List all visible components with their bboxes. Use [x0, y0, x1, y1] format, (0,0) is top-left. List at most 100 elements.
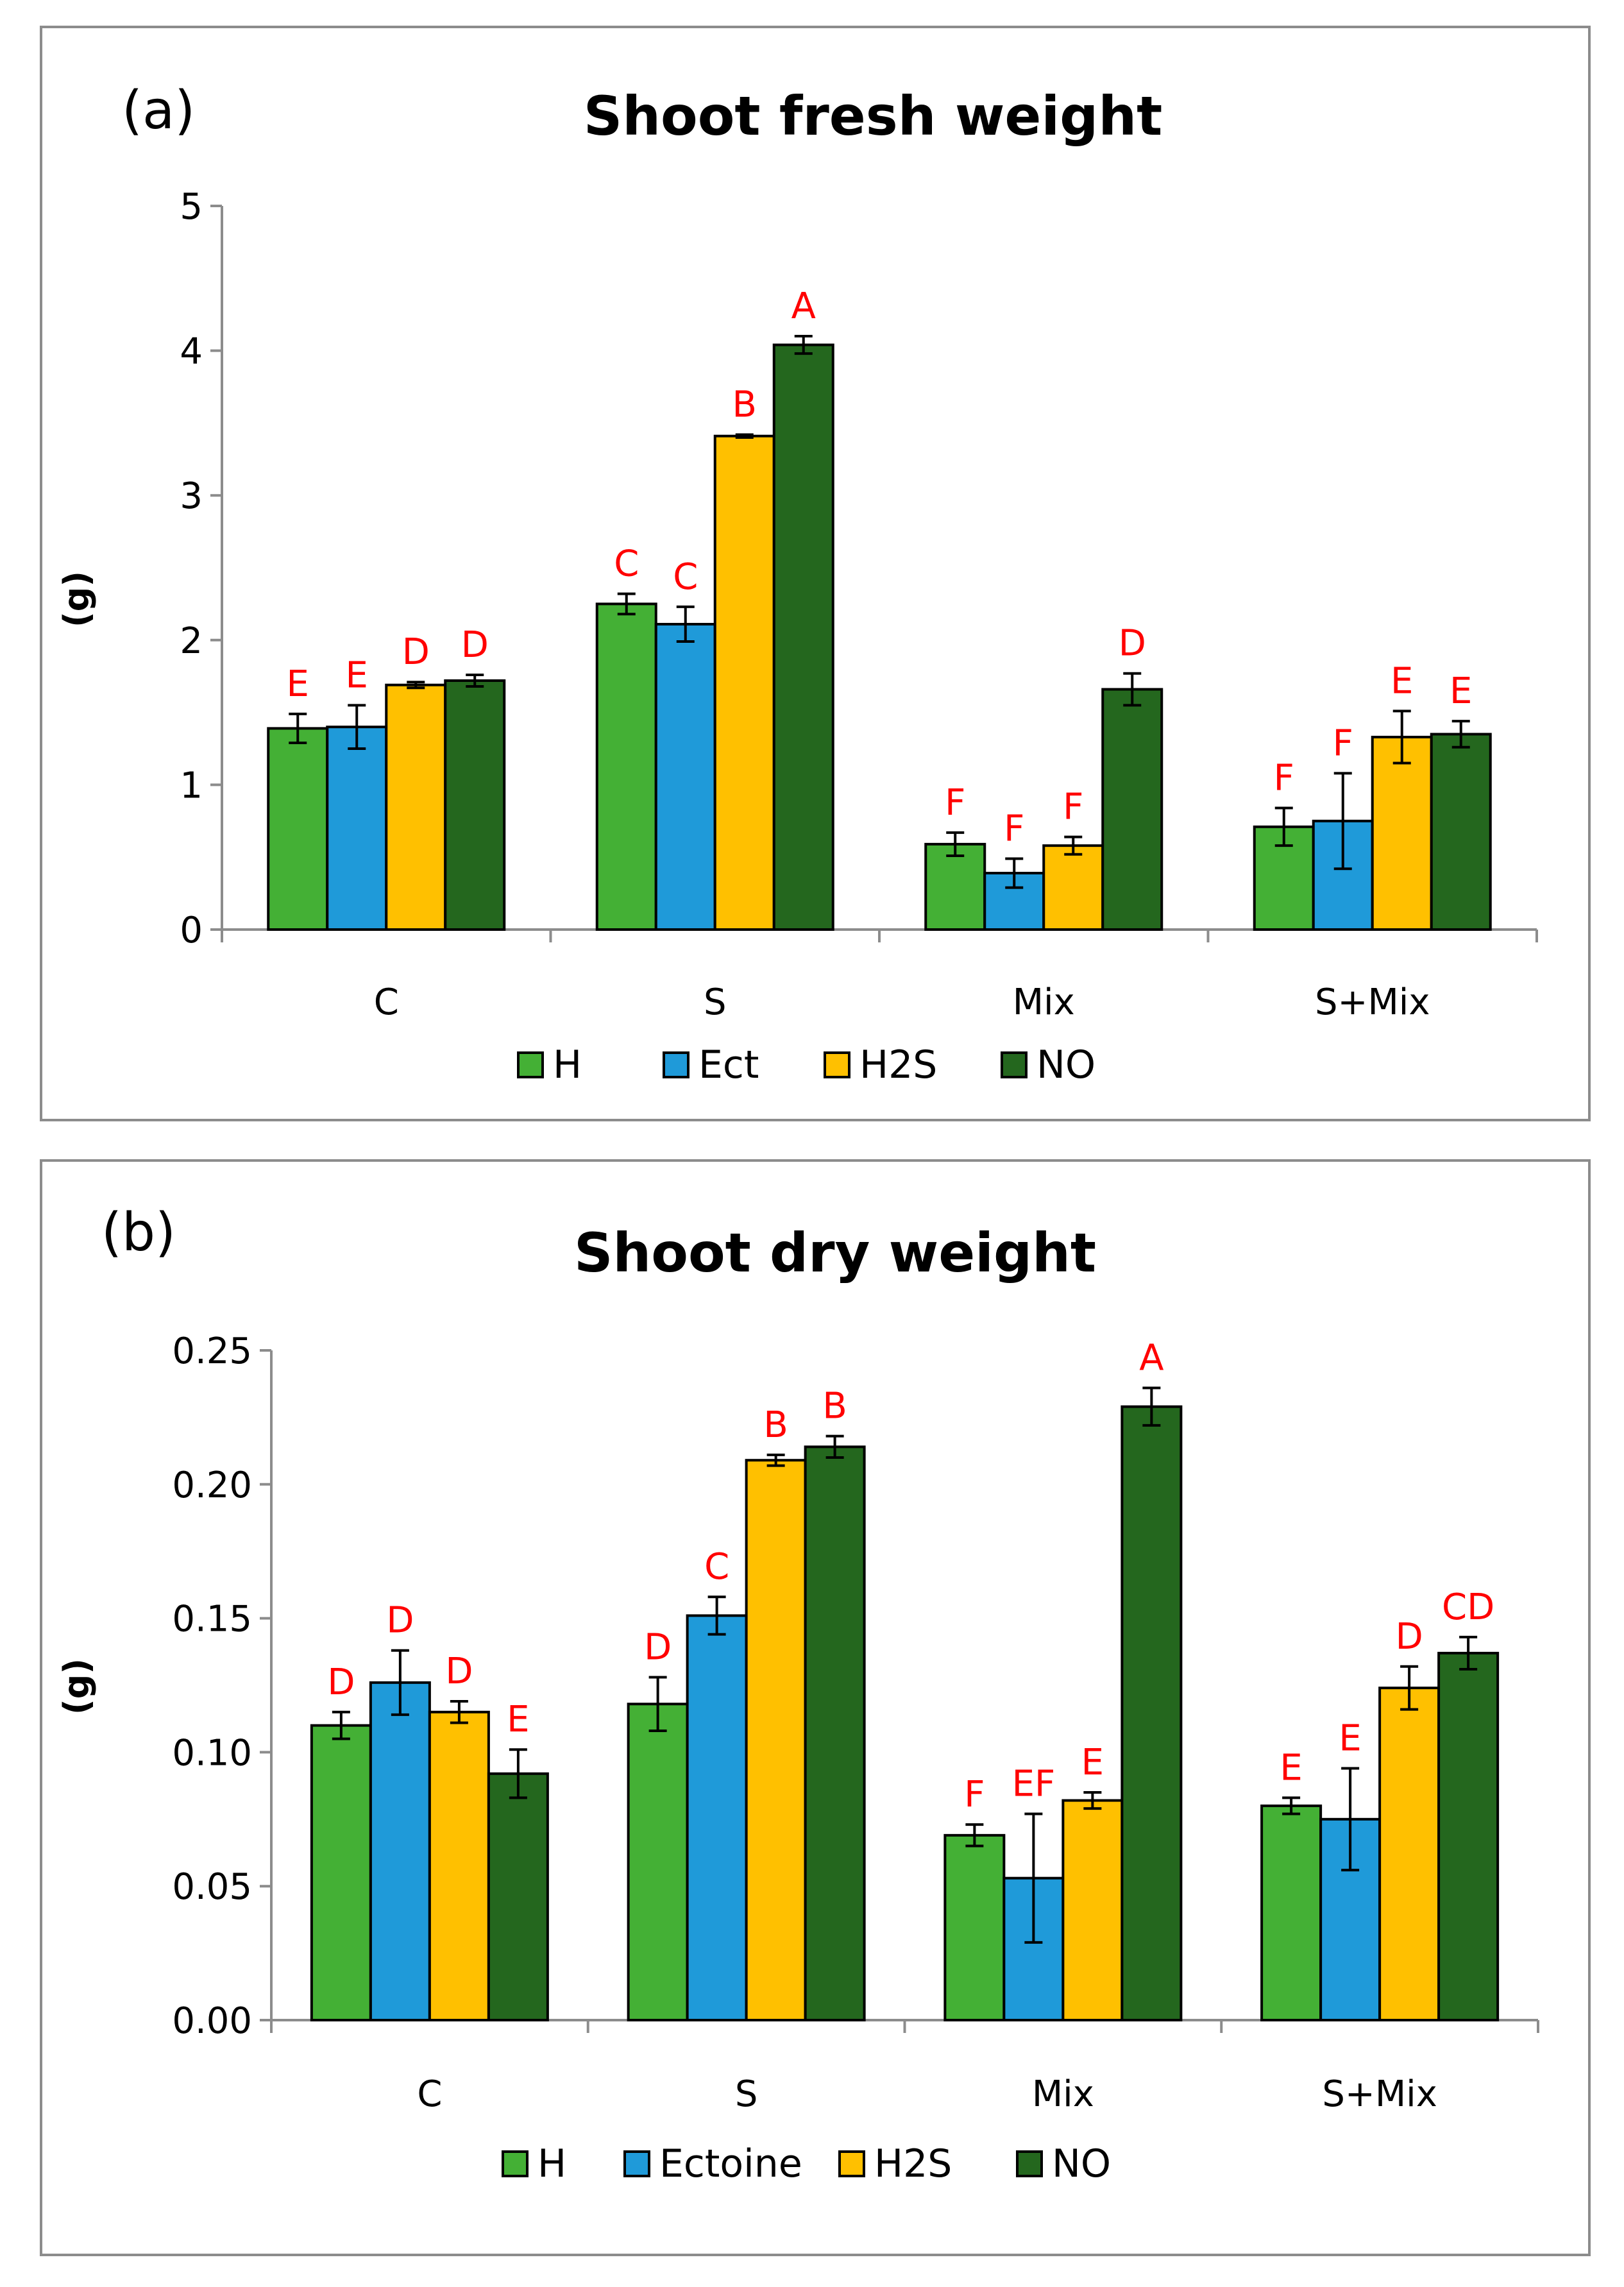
bar	[1062, 1799, 1124, 2021]
y-tick-label: 0.10	[172, 1732, 252, 1774]
significance-letter: F	[1333, 722, 1353, 764]
bar	[943, 1833, 1006, 2021]
legend-label: NO	[1052, 2141, 1111, 2186]
legend-label: H2S	[859, 1042, 937, 1087]
significance-letter: E	[1280, 1747, 1302, 1789]
y-tick-label: 0.05	[172, 1866, 252, 1908]
significance-letter: D	[386, 1600, 414, 1642]
legend-swatch	[663, 1051, 689, 1078]
x-tick-label: Mix	[1013, 982, 1075, 1023]
legend-swatch	[838, 2150, 865, 2177]
significance-letter: E	[346, 654, 368, 696]
significance-letter: B	[822, 1386, 847, 1427]
y-tick-label: 5	[180, 186, 203, 228]
significance-letter: CD	[1442, 1586, 1494, 1628]
significance-letter: B	[732, 384, 757, 425]
bar	[1101, 688, 1163, 931]
significance-letter: D	[644, 1626, 672, 1668]
significance-letter: D	[327, 1662, 355, 1703]
bar	[654, 622, 716, 931]
legend-label: NO	[1036, 1042, 1095, 1087]
significance-letter: E	[1450, 670, 1472, 712]
significance-letter: D	[1396, 1616, 1423, 1658]
y-tick-label: 0.15	[172, 1599, 252, 1640]
bar	[745, 1459, 807, 2021]
significance-letter: F	[1274, 757, 1294, 799]
bar	[1378, 1687, 1441, 2021]
significance-letter: F	[1004, 808, 1024, 849]
significance-letter: D	[1119, 623, 1146, 665]
significance-letter: B	[763, 1404, 788, 1446]
significance-letter: D	[445, 1651, 473, 1692]
significance-letter: E	[287, 663, 309, 705]
legend-label: Ectoine	[659, 2141, 802, 2186]
x-tick-label: S	[704, 982, 727, 1023]
bar	[444, 679, 506, 931]
y-axis-label: (g)	[56, 571, 97, 627]
bar	[369, 1681, 431, 2021]
legend-label: H	[537, 2141, 566, 2186]
significance-letter: E	[1391, 660, 1413, 702]
bar	[772, 343, 834, 931]
significance-letter: C	[673, 556, 698, 598]
bar	[326, 726, 388, 931]
y-tick-label: 1	[180, 765, 203, 806]
significance-letter: A	[791, 285, 816, 327]
legend-label: H	[553, 1042, 582, 1087]
legend-swatch	[502, 2150, 529, 2177]
legend-label: H2S	[874, 2141, 952, 2186]
bar	[1437, 1651, 1500, 2021]
bar	[595, 602, 657, 931]
legend-swatch	[824, 1051, 850, 1078]
y-axis-label: (g)	[56, 1658, 97, 1715]
y-tick-label: 0	[180, 910, 203, 951]
bar	[1260, 1804, 1323, 2021]
y-tick-label: 0.00	[172, 2000, 252, 2042]
bar	[713, 434, 775, 931]
y-tick-label: 0.20	[172, 1465, 252, 1506]
bar	[804, 1445, 866, 2021]
x-tick-label: C	[374, 982, 399, 1023]
bar	[267, 727, 329, 931]
x-tick-label: S+Mix	[1315, 982, 1430, 1023]
panel-shoot-dry-weight: (b) Shoot dry weight (g) 0.00 0.05 0.10 0.1…	[40, 1159, 1591, 2256]
bar	[1371, 735, 1433, 931]
x-tick-label: S	[735, 2073, 758, 2115]
bar	[310, 1724, 372, 2021]
bar	[487, 1772, 549, 2021]
chart-title: Shoot fresh weight	[584, 85, 1163, 148]
x-tick-label: Mix	[1032, 2073, 1094, 2115]
significance-letter: C	[614, 543, 639, 585]
legend: H Ect H2S NO	[517, 1042, 1095, 1087]
chart-title: Shoot dry weight	[574, 1221, 1096, 1284]
panel-label: (b)	[101, 1202, 176, 1263]
bar	[1042, 844, 1104, 931]
x-tick-label: S+Mix	[1322, 2073, 1437, 2115]
significance-letter: C	[704, 1546, 729, 1588]
significance-letter: E	[1081, 1742, 1104, 1783]
significance-letter: EF	[1012, 1763, 1056, 1805]
y-tick-label: 4	[180, 331, 203, 373]
significance-letter: F	[945, 782, 965, 824]
significance-letter: F	[1063, 786, 1083, 828]
legend-swatch	[1001, 1051, 1028, 1078]
bar	[428, 1710, 490, 2021]
bar	[627, 1703, 689, 2021]
significance-letter: F	[964, 1774, 985, 1815]
y-tick-label: 3	[180, 475, 203, 517]
significance-letter: E	[507, 1699, 529, 1740]
y-tick-label: 0.25	[172, 1331, 252, 1372]
bar	[686, 1614, 748, 2021]
legend-swatch	[623, 2150, 650, 2177]
bar	[1430, 733, 1492, 931]
chart-shoot-dry-weight: (b) Shoot dry weight (g) 0.00 0.05 0.10 0.1…	[56, 1202, 1539, 2186]
y-tick-label: 2	[180, 620, 203, 662]
bar	[1121, 1405, 1183, 2022]
bar	[385, 683, 447, 931]
x-tick-label: C	[417, 2073, 442, 2115]
legend: H Ectoine H2S NO	[502, 2141, 1111, 2186]
